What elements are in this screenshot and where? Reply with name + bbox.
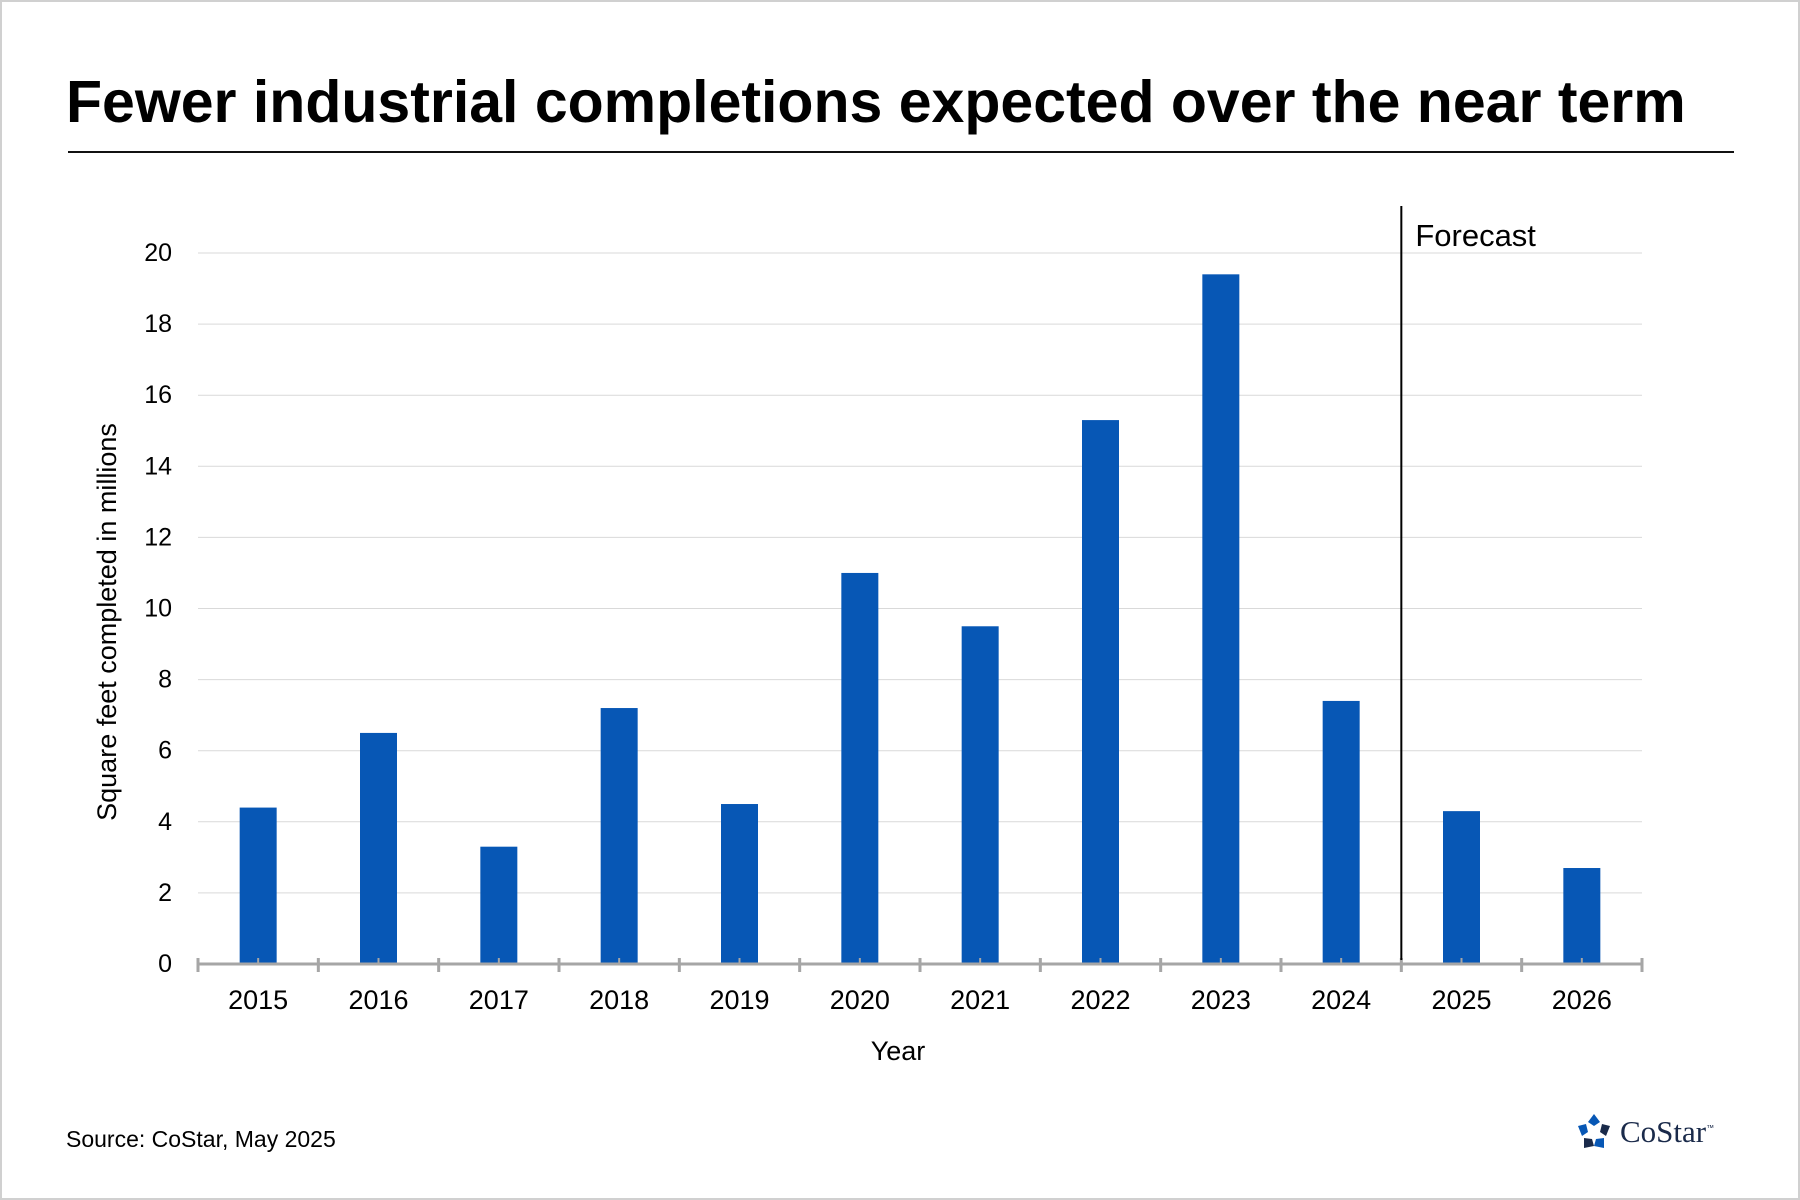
- costar-star-icon: [1578, 1114, 1610, 1148]
- x-tick-label: 2021: [950, 985, 1010, 1015]
- bar: [360, 732, 397, 964]
- x-tick-label: 2020: [830, 985, 890, 1015]
- logo-name: CoStar: [1620, 1114, 1707, 1149]
- logo-wordmark: CoStar™: [1620, 1114, 1714, 1150]
- bar: [841, 572, 879, 964]
- bar: [480, 846, 518, 964]
- y-tick-label: 14: [144, 452, 172, 480]
- bar: [1563, 868, 1601, 964]
- costar-logo: CoStar™: [1574, 1112, 1714, 1152]
- y-tick-label: 8: [158, 666, 172, 694]
- logo-trademark: ™: [1706, 1123, 1715, 1133]
- bar: [1322, 700, 1360, 964]
- y-tick-label: 12: [144, 523, 172, 551]
- title-divider: [68, 151, 1734, 153]
- x-tick-label: 2019: [709, 985, 769, 1015]
- x-tick-label: 2015: [228, 985, 288, 1015]
- y-tick-label: 10: [144, 595, 172, 623]
- y-tick-label: 6: [158, 737, 172, 765]
- bar: [1082, 420, 1119, 965]
- y-tick-label: 0: [158, 950, 172, 978]
- y-tick-label: 18: [144, 310, 172, 338]
- bar: [961, 626, 999, 964]
- x-tick-label: 2024: [1311, 985, 1371, 1015]
- y-axis-title: Square feet completed in millions: [92, 423, 122, 821]
- chart-title: Fewer industrial completions expected ov…: [66, 69, 1686, 135]
- forecast-label: Forecast: [1415, 218, 1536, 253]
- x-axis-title: Year: [871, 1036, 926, 1066]
- x-tick-label: 2016: [348, 985, 408, 1015]
- x-tick-label: 2017: [469, 985, 529, 1015]
- bar: [1202, 274, 1240, 965]
- x-tick-label: 2022: [1070, 985, 1130, 1015]
- x-tick-label: 2023: [1191, 985, 1251, 1015]
- source-note: Source: CoStar, May 2025: [66, 1126, 336, 1152]
- bar: [239, 807, 277, 964]
- y-tick-label: 20: [144, 239, 172, 267]
- bar: [1443, 811, 1480, 964]
- bar: [600, 708, 638, 964]
- x-tick-label: 2018: [589, 985, 649, 1015]
- y-tick-label: 2: [158, 879, 172, 907]
- x-tick-label: 2025: [1431, 985, 1491, 1015]
- y-tick-label: 16: [144, 381, 172, 409]
- x-tick-label: 2026: [1552, 985, 1612, 1015]
- bar: [721, 804, 758, 964]
- y-tick-label: 4: [158, 808, 172, 836]
